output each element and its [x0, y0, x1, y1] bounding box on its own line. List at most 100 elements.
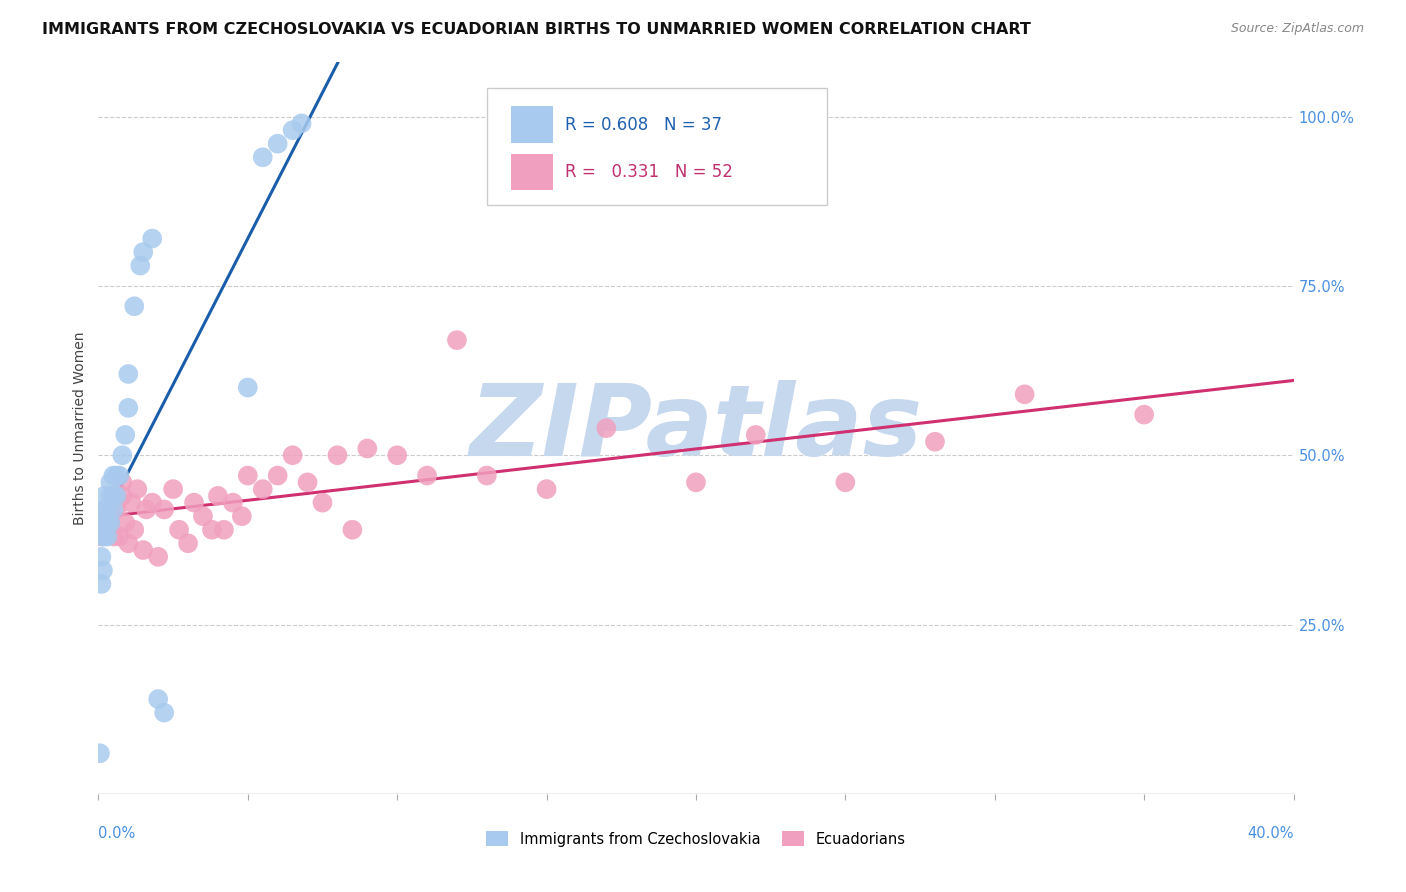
- Text: IMMIGRANTS FROM CZECHOSLOVAKIA VS ECUADORIAN BIRTHS TO UNMARRIED WOMEN CORRELATI: IMMIGRANTS FROM CZECHOSLOVAKIA VS ECUADO…: [42, 22, 1031, 37]
- Point: [416, 468, 439, 483]
- Point: [252, 482, 274, 496]
- Point: [127, 482, 149, 496]
- Point: [475, 468, 498, 483]
- Point: [98, 475, 122, 490]
- Point: [446, 333, 468, 347]
- Point: [212, 523, 235, 537]
- Point: [108, 468, 131, 483]
- Point: [96, 516, 118, 530]
- Point: [153, 706, 176, 720]
- Text: 40.0%: 40.0%: [1247, 826, 1294, 841]
- Point: [834, 475, 856, 490]
- Point: [153, 502, 176, 516]
- Point: [385, 448, 409, 462]
- Point: [207, 489, 229, 503]
- Point: [93, 489, 115, 503]
- Y-axis label: Births to Unmarried Women: Births to Unmarried Women: [73, 332, 87, 524]
- Point: [103, 489, 125, 503]
- Point: [111, 448, 134, 462]
- Point: [98, 516, 122, 530]
- Point: [93, 516, 115, 530]
- Point: [281, 123, 304, 137]
- Point: [96, 529, 118, 543]
- Point: [201, 523, 224, 537]
- Point: [96, 502, 118, 516]
- Point: [90, 516, 112, 530]
- Point: [103, 502, 125, 516]
- Point: [236, 468, 259, 483]
- Point: [111, 475, 134, 490]
- Point: [105, 489, 128, 503]
- Point: [98, 489, 122, 503]
- Point: [1133, 408, 1156, 422]
- Point: [117, 401, 139, 415]
- Point: [91, 529, 114, 543]
- Point: [96, 502, 118, 516]
- Text: Source: ZipAtlas.com: Source: ZipAtlas.com: [1230, 22, 1364, 36]
- Text: R =   0.331   N = 52: R = 0.331 N = 52: [565, 163, 733, 181]
- Point: [124, 523, 146, 537]
- Point: [105, 468, 128, 483]
- Point: [177, 536, 200, 550]
- Point: [236, 380, 259, 394]
- Point: [281, 448, 304, 462]
- Point: [103, 529, 125, 543]
- Point: [191, 509, 214, 524]
- Legend: Immigrants from Czechoslovakia, Ecuadorians: Immigrants from Czechoslovakia, Ecuadori…: [481, 825, 911, 853]
- Point: [222, 496, 245, 510]
- Point: [114, 428, 136, 442]
- Point: [120, 496, 142, 510]
- Point: [685, 475, 707, 490]
- Point: [117, 367, 139, 381]
- Point: [90, 529, 112, 543]
- Point: [129, 259, 152, 273]
- FancyBboxPatch shape: [510, 153, 553, 191]
- Point: [148, 692, 170, 706]
- Point: [536, 482, 558, 496]
- Point: [98, 516, 122, 530]
- Point: [93, 516, 115, 530]
- Point: [96, 523, 118, 537]
- Text: R = 0.608   N = 37: R = 0.608 N = 37: [565, 116, 721, 134]
- Point: [132, 543, 155, 558]
- Point: [117, 536, 139, 550]
- Text: ZIPatlas: ZIPatlas: [470, 380, 922, 476]
- Point: [114, 516, 136, 530]
- Point: [231, 509, 253, 524]
- Point: [103, 468, 125, 483]
- Point: [91, 563, 114, 577]
- Point: [1014, 387, 1036, 401]
- Point: [252, 150, 274, 164]
- Point: [326, 448, 349, 462]
- Point: [745, 428, 768, 442]
- Point: [342, 523, 364, 537]
- Point: [141, 231, 163, 245]
- Point: [297, 475, 319, 490]
- Point: [132, 245, 155, 260]
- Point: [93, 529, 115, 543]
- Point: [124, 299, 146, 313]
- Point: [267, 468, 290, 483]
- Point: [90, 549, 112, 564]
- Point: [595, 421, 617, 435]
- Point: [924, 434, 946, 449]
- Point: [108, 529, 131, 543]
- FancyBboxPatch shape: [510, 106, 553, 143]
- Point: [311, 496, 333, 510]
- Point: [90, 577, 112, 591]
- Point: [105, 502, 128, 516]
- Point: [89, 746, 111, 760]
- Point: [162, 482, 184, 496]
- FancyBboxPatch shape: [486, 88, 828, 205]
- Point: [356, 442, 378, 456]
- Point: [141, 496, 163, 510]
- Point: [103, 489, 125, 503]
- Point: [135, 502, 157, 516]
- Point: [183, 496, 205, 510]
- Text: 0.0%: 0.0%: [98, 826, 135, 841]
- Point: [267, 136, 290, 151]
- Point: [291, 116, 314, 130]
- Point: [148, 549, 170, 564]
- Point: [167, 523, 190, 537]
- Point: [93, 502, 115, 516]
